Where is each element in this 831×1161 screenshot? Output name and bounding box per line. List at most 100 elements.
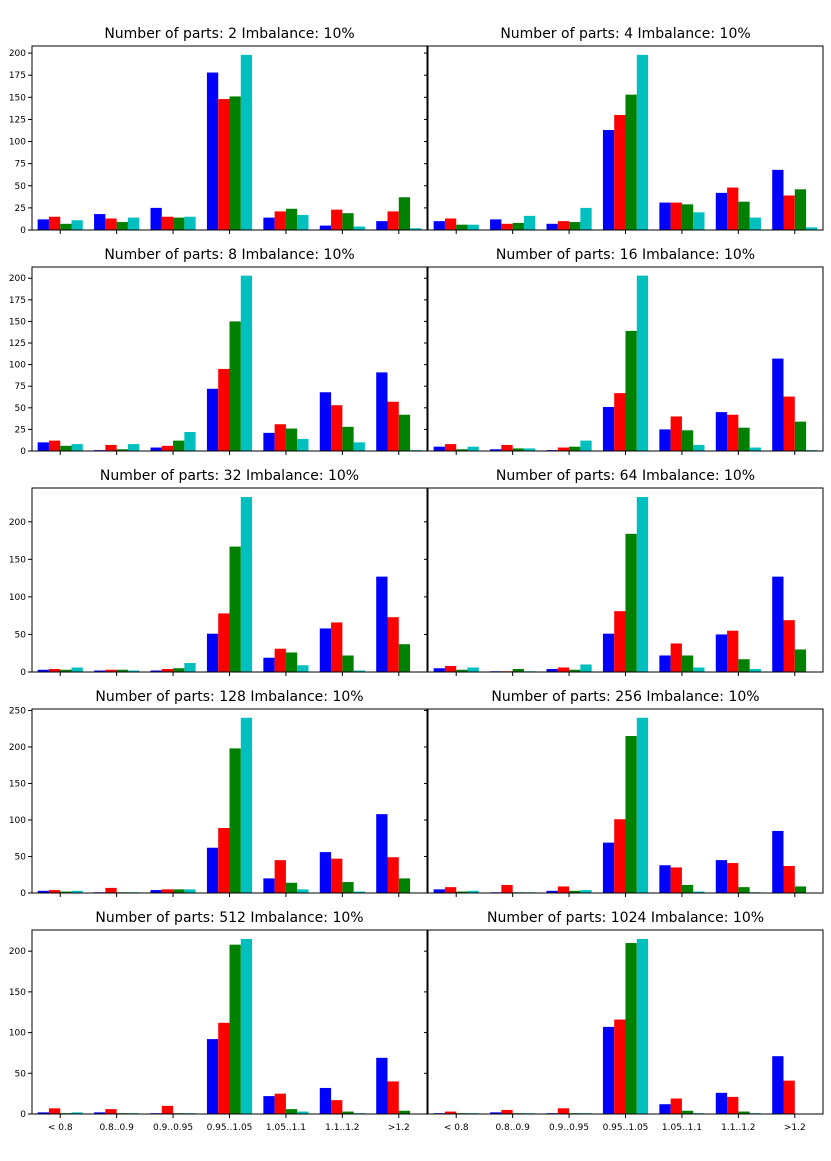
bar-series-3-5: [738, 427, 750, 451]
bar-series-1-6: [772, 358, 784, 451]
bar-series-3-0: [60, 891, 72, 893]
y-tick-label: 50: [15, 1069, 27, 1079]
bar-series-1-3: [602, 130, 615, 230]
x-tick-label: 1.1..1.2: [721, 1123, 755, 1133]
bar-series-2-5: [727, 1096, 739, 1114]
bar-series-4-1: [127, 670, 140, 672]
chart-panel-8: Number of parts: 256 Imbalance: 10%: [424, 689, 824, 897]
chart-title: Number of parts: 512 Imbalance: 10%: [95, 910, 363, 926]
bar-series-2-6: [387, 1081, 399, 1114]
bar-series-1-0: [433, 446, 445, 451]
bar-series-2-4: [670, 416, 682, 451]
bar-series-2-6: [783, 195, 795, 230]
bar-series-3-5: [342, 426, 354, 451]
bar-series-3-1: [512, 669, 524, 672]
bar-series-1-3: [206, 633, 219, 672]
x-tick-label: 0.9..0.95: [153, 1123, 193, 1133]
y-tick-label: 125: [9, 115, 26, 125]
bar-series-1-4: [263, 1096, 275, 1114]
chart-title: Number of parts: 2 Imbalance: 10%: [104, 26, 354, 42]
chart-title: Number of parts: 16 Imbalance: 10%: [496, 247, 755, 263]
bar-series-2-3: [614, 611, 626, 672]
y-tick-label: 175: [9, 296, 26, 306]
bar-series-2-0: [48, 440, 61, 451]
y-tick-label: 250: [9, 706, 26, 716]
y-tick-label: 150: [9, 317, 26, 327]
bar-series-2-4: [274, 1093, 286, 1114]
bar-series-3-4: [285, 1109, 298, 1114]
bar-series-2-5: [331, 1100, 343, 1114]
bar-series-3-3: [229, 96, 241, 230]
x-tick-label: >1.2: [784, 1123, 806, 1133]
bar-series-3-3: [229, 944, 241, 1114]
bar-series-3-1: [116, 669, 128, 672]
bar-series-1-6: [772, 830, 784, 893]
bar-series-4-2: [184, 889, 196, 893]
bar-series-3-3: [625, 533, 637, 672]
y-tick-label: 100: [9, 816, 26, 826]
bar-series-1-1: [490, 1112, 502, 1114]
bar-series-2-0: [444, 1111, 457, 1114]
y-tick-label: 50: [15, 404, 27, 414]
bar-series-4-0: [71, 444, 83, 451]
bar-series-1-5: [715, 412, 728, 451]
bar-series-3-4: [681, 204, 694, 230]
bar-series-4-0: [467, 890, 479, 893]
bar-series-3-2: [173, 889, 185, 893]
bar-series-4-3: [240, 938, 253, 1114]
bar-series-3-0: [60, 445, 72, 451]
bar-series-3-0: [60, 669, 72, 672]
bar-series-2-2: [557, 447, 570, 451]
bar-series-3-1: [512, 222, 524, 230]
bar-series-2-1: [501, 884, 513, 893]
bar-series-1-6: [772, 1056, 784, 1114]
bar-series-4-4: [297, 214, 309, 230]
bar-series-1-6: [376, 576, 388, 672]
bar-series-1-4: [659, 202, 671, 230]
x-tick-label: 0.95..1.05: [603, 1123, 649, 1133]
y-tick-label: 200: [9, 947, 26, 957]
x-tick-label: 0.8..0.9: [99, 1123, 134, 1133]
bar-series-2-2: [557, 667, 570, 672]
bar-series-3-2: [569, 446, 581, 451]
bar-series-1-6: [376, 221, 388, 230]
bar-series-2-1: [105, 218, 117, 230]
bar-series-2-4: [670, 867, 682, 893]
bar-series-4-5: [353, 226, 365, 230]
bar-series-4-1: [127, 217, 140, 230]
bar-series-1-3: [206, 1039, 219, 1114]
bar-series-4-3: [240, 275, 253, 451]
bar-series-2-6: [783, 865, 795, 893]
bar-series-3-5: [738, 659, 750, 672]
bar-series-1-2: [150, 670, 162, 672]
bar-series-1-5: [715, 1092, 728, 1114]
bar-series-2-0: [444, 887, 457, 893]
bar-series-4-0: [467, 224, 479, 230]
chart-panel-6: Number of parts: 64 Imbalance: 10%: [424, 468, 824, 676]
bar-series-1-3: [206, 388, 219, 451]
y-tick-label: 75: [15, 382, 26, 392]
bar-series-1-2: [546, 669, 558, 672]
bar-series-4-3: [240, 717, 253, 893]
bar-series-3-3: [625, 736, 637, 893]
bar-series-1-6: [376, 372, 388, 451]
bar-series-4-0: [71, 1112, 83, 1114]
bar-series-4-2: [580, 664, 592, 672]
bar-series-2-0: [444, 444, 457, 451]
bar-series-2-5: [331, 209, 343, 230]
bar-series-2-2: [557, 886, 570, 893]
bar-series-1-1: [490, 449, 502, 451]
bar-series-2-5: [331, 405, 343, 451]
bar-series-3-3: [625, 330, 637, 451]
bar-series-1-2: [546, 890, 558, 893]
bar-series-4-0: [71, 890, 83, 893]
bar-series-3-2: [173, 440, 185, 451]
bar-series-4-2: [580, 207, 592, 230]
bar-series-1-1: [94, 214, 106, 230]
bar-series-4-1: [523, 215, 536, 230]
y-tick-label: 200: [9, 518, 26, 528]
bar-series-4-5: [749, 447, 761, 451]
bar-series-1-1: [94, 670, 106, 672]
bar-series-2-3: [218, 1022, 230, 1114]
